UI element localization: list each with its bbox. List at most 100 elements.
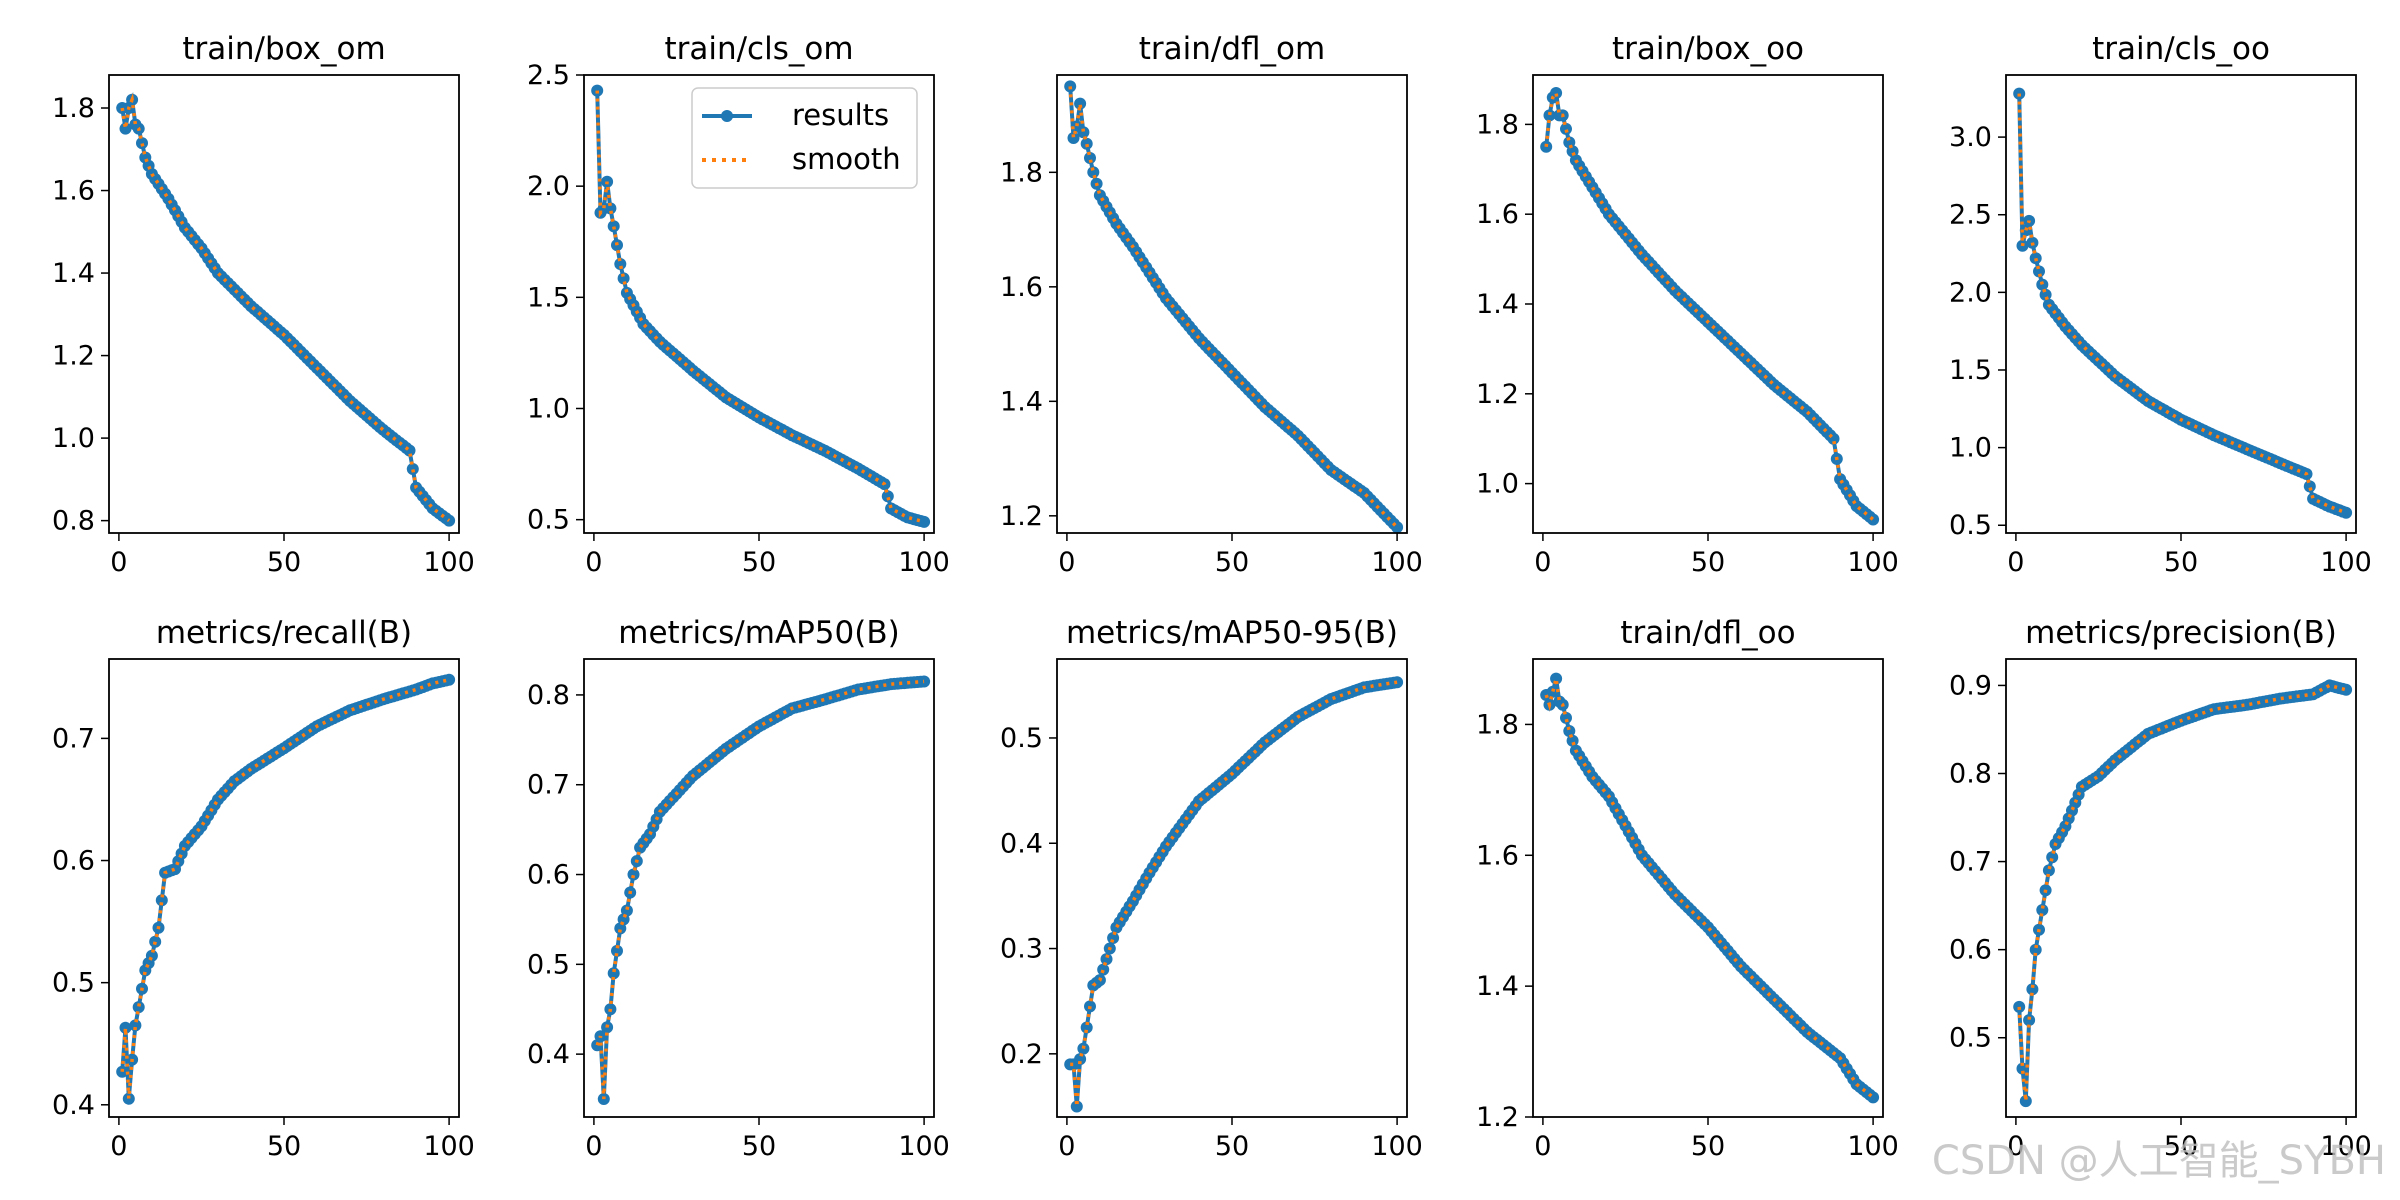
results-point — [1080, 1021, 1093, 1034]
x-tick-label: 0 — [1534, 547, 1551, 578]
y-tick-label: 0.3 — [1000, 934, 1043, 965]
y-tick-label: 0.6 — [52, 846, 95, 877]
x-tick-label: 0 — [585, 547, 602, 578]
results-point — [607, 220, 620, 233]
smooth-line — [1068, 86, 1399, 529]
results-point — [119, 122, 132, 135]
results-line — [1544, 678, 1875, 1099]
results-point — [1566, 734, 1579, 747]
y-tick-label: 1.6 — [1476, 199, 1519, 230]
x-tick-label: 50 — [2164, 547, 2198, 578]
y-tick-label: 1.8 — [1476, 109, 1519, 140]
legend: results smooth — [691, 87, 918, 189]
plot-frame — [108, 658, 460, 1118]
x-tick-label: 100 — [1847, 1131, 1899, 1162]
y-tick-label: 2.5 — [1949, 200, 1992, 231]
results-point — [918, 515, 931, 528]
results-line — [1544, 87, 1875, 522]
y-tick-label: 1.0 — [1476, 469, 1519, 500]
x-tick-label: 50 — [742, 547, 776, 578]
x-tick-label: 50 — [742, 1131, 776, 1162]
x-tick-label: 0 — [110, 547, 127, 578]
results-point — [1100, 953, 1113, 966]
y-tick-label: 1.4 — [1000, 386, 1043, 417]
results-line — [1068, 86, 1399, 529]
results-point — [136, 137, 148, 150]
results-point — [132, 1001, 145, 1014]
results-point — [129, 1019, 142, 1032]
y-tick-label: 1.0 — [1949, 433, 1992, 464]
y-tick-label: 0.7 — [1949, 847, 1992, 878]
results-point — [1867, 1091, 1880, 1104]
results-point — [2019, 1095, 2032, 1108]
y-tick-label: 0.8 — [1949, 759, 1992, 790]
plot-frame — [583, 74, 935, 534]
chart-panel-1: train/cls_om 0 50 100 0.5 1.0 1.5 2.0 2.5 — [527, 31, 950, 578]
y-tick-label: 0.5 — [52, 968, 95, 999]
results-point — [1560, 122, 1572, 135]
x-tick-label: 100 — [1371, 547, 1423, 578]
y-tick-label: 1.6 — [1476, 840, 1519, 871]
x-tick-label: 50 — [1215, 1131, 1249, 1162]
smooth-line — [595, 90, 925, 524]
results-point — [2303, 480, 2316, 493]
y-tick-label: 1.6 — [52, 176, 95, 207]
results-point — [1546, 685, 1559, 698]
y-tick-label: 0.6 — [527, 860, 570, 891]
y-tick-label: 0.5 — [527, 505, 570, 536]
results-point — [1067, 132, 1080, 144]
plot-frame — [1056, 658, 1408, 1118]
results-point — [1080, 137, 1093, 150]
results-point — [2036, 278, 2049, 291]
chart-title: metrics/recall(B) — [156, 615, 412, 651]
y-tick-label: 0.2 — [1000, 1039, 1043, 1070]
y-tick-label: 2.0 — [1949, 277, 1992, 308]
x-tick-label: 0 — [585, 1131, 602, 1162]
results-point — [1391, 521, 1404, 534]
results-point — [2340, 506, 2353, 519]
watermark: CSDN @人工智能_SYBH — [1931, 1138, 2386, 1184]
y-tick-label: 1.2 — [1000, 501, 1043, 532]
y-tick-label: 3.0 — [1949, 122, 1992, 153]
y-tick-label: 2.5 — [527, 60, 570, 91]
x-tick-label: 50 — [1691, 547, 1725, 578]
y-tick-label: 0.8 — [52, 506, 95, 537]
x-tick-label: 50 — [267, 1131, 301, 1162]
results-line — [595, 679, 925, 1100]
results-point — [611, 944, 623, 957]
x-tick-label: 50 — [1691, 1131, 1725, 1162]
results-point — [2042, 864, 2055, 877]
y-tick-label: 1.2 — [1476, 1102, 1519, 1133]
x-tick-label: 100 — [1847, 547, 1899, 578]
results-point — [1097, 963, 1110, 976]
y-tick-label: 0.5 — [1949, 510, 1992, 541]
results-point — [2340, 683, 2353, 696]
chart-panel-8: train/dfl_oo 0 50 100 1.2 1.4 1.6 1.8 — [1476, 615, 1899, 1162]
y-tick-label: 0.5 — [527, 949, 570, 980]
results-point — [1566, 145, 1579, 158]
chart-panel-6: metrics/mAP50(B) 0 50 100 0.4 0.5 0.6 0.7 0.8 — [527, 615, 950, 1162]
y-tick-label: 1.8 — [52, 93, 95, 124]
x-tick-label: 100 — [898, 1131, 950, 1162]
results-point — [119, 1021, 132, 1034]
results-point — [1074, 1053, 1087, 1066]
plot-frame — [2005, 74, 2357, 534]
plot-frame — [1532, 658, 1884, 1118]
y-tick-label: 0.4 — [52, 1090, 95, 1121]
smooth-line — [1544, 678, 1875, 1099]
results-point — [1550, 87, 1563, 99]
y-tick-label: 0.5 — [1949, 1023, 1992, 1054]
chart-title: metrics/mAP50(B) — [618, 615, 899, 651]
chart-panel-7: metrics/mAP50-95(B) 0 50 100 0.2 0.3 0.4 0.5 — [1000, 615, 1423, 1162]
plot-frame — [108, 74, 460, 534]
chart-title: metrics/precision(B) — [2025, 615, 2337, 651]
results-line — [120, 92, 451, 523]
y-tick-label: 0.8 — [527, 680, 570, 711]
chart-panel-4: train/cls_oo 0 50 100 0.5 1.0 1.5 2.0 2.5 3.0 — [1949, 31, 2372, 578]
y-tick-label: 1.5 — [527, 282, 570, 313]
results-point — [122, 1092, 135, 1105]
y-tick-label: 1.4 — [52, 258, 95, 289]
y-tick-label: 0.4 — [1000, 828, 1043, 859]
results-point — [2046, 851, 2059, 864]
